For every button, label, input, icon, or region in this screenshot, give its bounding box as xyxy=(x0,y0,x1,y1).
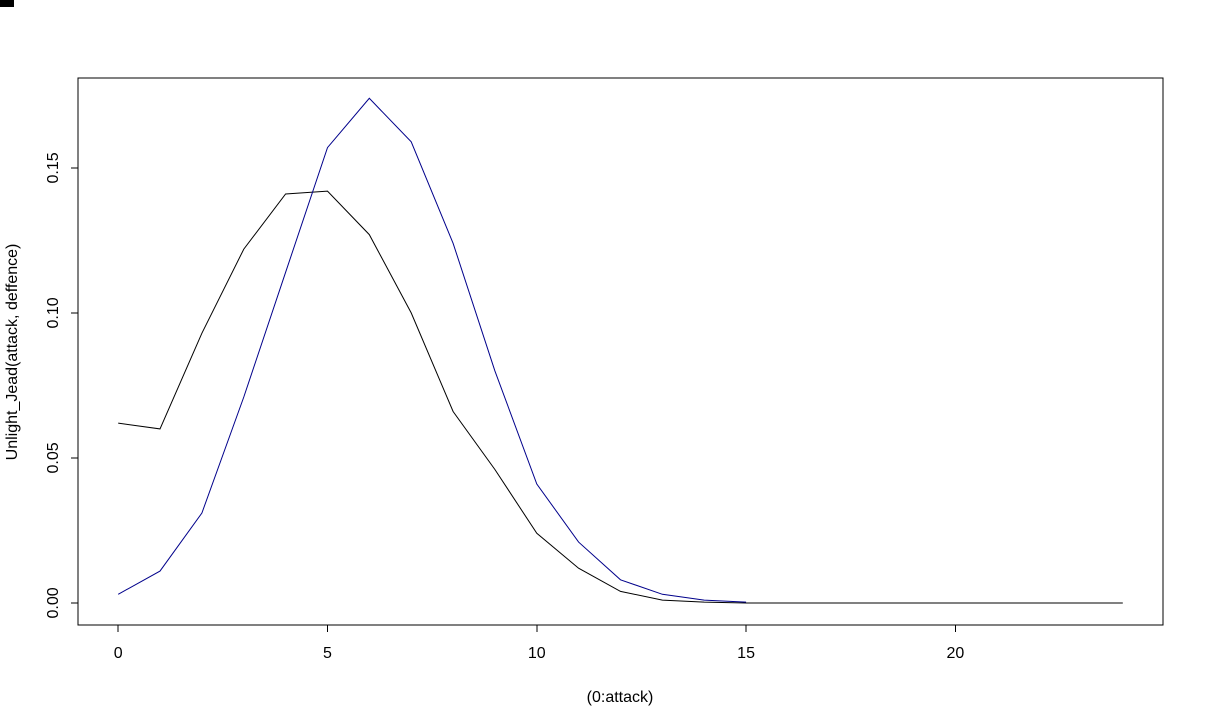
axis-ticks: 0 5 10 15 20 0.00 0.05 0.10 0.15 xyxy=(45,152,964,662)
plot-box xyxy=(77,77,1164,626)
data-series xyxy=(117,97,1123,604)
window-corner-artifact xyxy=(0,0,14,7)
x-tick-label: 5 xyxy=(323,645,332,662)
x-tick-label: 10 xyxy=(528,645,546,662)
x-axis-title: (0:attack) xyxy=(587,689,654,706)
black-curve xyxy=(118,190,1123,604)
y-tick-label: 0.10 xyxy=(45,297,62,328)
plot-frame xyxy=(77,77,1164,626)
y-tick-label: 0.00 xyxy=(45,587,62,618)
y-tick-label: 0.15 xyxy=(45,152,62,183)
x-tick-label: 0 xyxy=(114,645,123,662)
blue-curve xyxy=(117,97,747,603)
y-tick-label: 0.05 xyxy=(45,442,62,473)
y-axis-title: Unlight_Jead(attack, deffence) xyxy=(4,244,21,461)
x-tick-label: 20 xyxy=(946,645,964,662)
x-tick-label: 15 xyxy=(737,645,755,662)
